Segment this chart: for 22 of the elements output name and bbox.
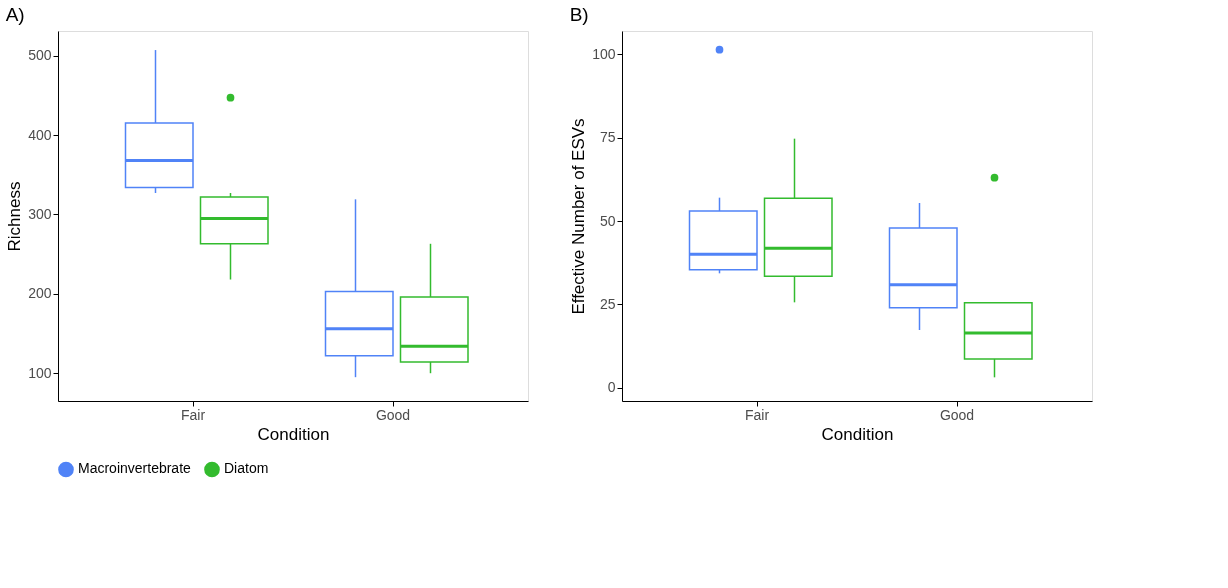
y-tick-label: 50: [599, 212, 616, 229]
chart-title: A): [5, 4, 25, 25]
x-tick-label: Fair: [744, 406, 770, 423]
y-tick-label: 75: [599, 129, 616, 146]
y-axis-title: Richness: [5, 181, 25, 252]
y-tick-label: 25: [599, 295, 616, 312]
y-tick-label: 0: [607, 379, 616, 396]
legend-label: Diatom: [224, 460, 269, 477]
x-axis-title: Condition: [257, 424, 330, 444]
legend-label: Macroinvertebrate: [78, 460, 192, 477]
x-tick-label: Fair: [180, 406, 206, 423]
y-tick-label: 100: [592, 45, 616, 62]
y-axis-title: Effective Number of ESVs: [569, 118, 589, 315]
y-tick-label: 100: [28, 364, 52, 381]
y-tick-label: 200: [28, 285, 52, 302]
y-tick-label: 300: [28, 205, 52, 222]
x-tick-label: Good: [939, 406, 975, 423]
y-tick-label: 400: [28, 126, 52, 143]
x-axis-title: Condition: [821, 424, 894, 444]
chart-title: B): [569, 4, 589, 25]
x-tick-label: Good: [375, 406, 411, 423]
y-tick-label: 500: [28, 47, 52, 64]
